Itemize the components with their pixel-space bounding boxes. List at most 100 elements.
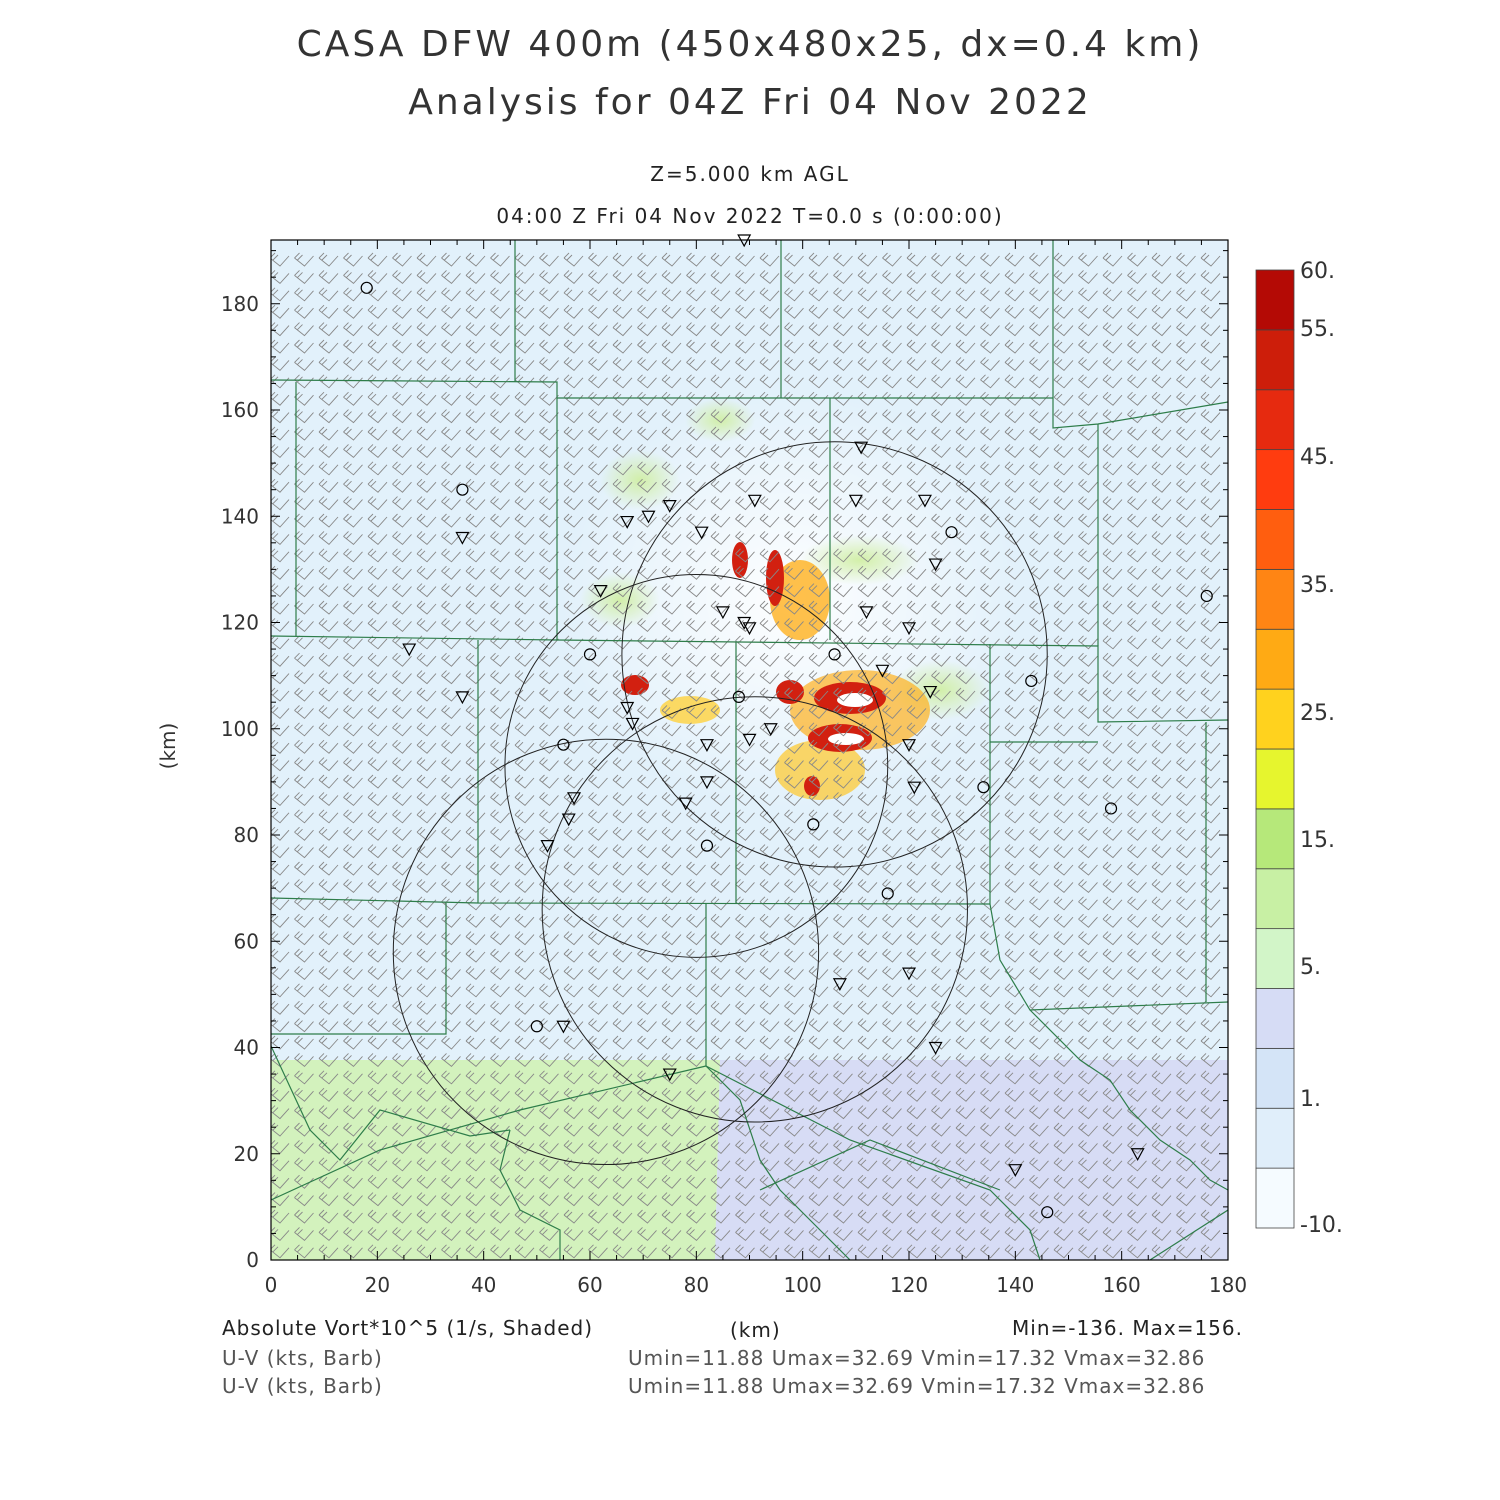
wind-barb (392, 705, 412, 720)
wind-barb (514, 496, 535, 511)
wind-barb (661, 461, 682, 476)
wind-barb (784, 565, 804, 580)
wind-barb (1053, 1070, 1074, 1085)
wind-barb (931, 618, 951, 633)
wind-barb (1053, 583, 1074, 598)
wind-barb (514, 513, 535, 528)
wind-barb (759, 687, 780, 702)
wind-barb (416, 1105, 437, 1120)
wind-barb (784, 426, 804, 441)
wind-barb (882, 548, 902, 563)
wind-barb (392, 1105, 412, 1120)
wind-barb (1029, 531, 1049, 546)
wind-barb (980, 1140, 1000, 1155)
wind-barb (1102, 739, 1123, 754)
wind-barb (392, 652, 412, 667)
wind-barb (612, 339, 633, 354)
wind-barb (294, 478, 314, 493)
wind-barb (808, 774, 829, 789)
wind-barb (686, 739, 706, 754)
wind-barb (1078, 1192, 1098, 1207)
colorbar-swatch (1255, 868, 1295, 930)
wind-barb (955, 426, 976, 441)
wind-barb (735, 983, 755, 998)
wind-barb (637, 1000, 657, 1015)
wind-barb (735, 304, 755, 319)
wind-barb (514, 618, 535, 633)
wind-barb (343, 1227, 363, 1242)
wind-barb (441, 252, 461, 267)
wind-barb (294, 304, 314, 319)
wind-barb (833, 687, 853, 702)
wind-barb (612, 1035, 633, 1050)
station-triangle (901, 739, 917, 752)
wind-barb (661, 1053, 682, 1068)
wind-barb (367, 531, 388, 546)
wind-barb (539, 444, 559, 459)
wind-barb (367, 391, 388, 406)
wind-barb (710, 1000, 731, 1015)
wind-barb (710, 792, 731, 807)
wind-barb (271, 861, 290, 876)
wind-barb (294, 774, 314, 789)
wind-barb (1102, 652, 1123, 667)
wind-barb (1053, 357, 1074, 372)
wind-barb (857, 826, 878, 841)
wind-barb (588, 565, 608, 580)
wind-barb (612, 774, 633, 789)
wind-barb (686, 565, 706, 580)
colorbar-swatch (1255, 509, 1295, 570)
wind-barb (1078, 1070, 1098, 1085)
wind-barb (637, 844, 657, 859)
wind-barb (563, 826, 584, 841)
wind-barb (318, 652, 339, 667)
wind-barb (808, 478, 829, 493)
wind-barb (612, 705, 633, 720)
wind-barb (318, 757, 339, 772)
wind-barb (539, 1053, 559, 1068)
wind-barb (1004, 1018, 1025, 1033)
wind-barb (857, 757, 878, 772)
x-tick-label: 40 (471, 1273, 496, 1297)
wind-barb (294, 270, 314, 285)
wind-barb (1004, 1035, 1025, 1050)
wind-barb (882, 426, 902, 441)
station-triangle (540, 840, 555, 853)
wind-barb (833, 409, 853, 424)
wind-barb (1127, 1122, 1147, 1137)
station-triangle (742, 622, 757, 636)
wind-barb (1176, 548, 1196, 563)
wind-barb (833, 1105, 853, 1120)
wind-barb (759, 861, 780, 876)
wind-barb (833, 1035, 853, 1050)
wind-barb (1004, 287, 1025, 302)
wind-barb (1151, 1035, 1172, 1050)
wind-barb (612, 252, 633, 267)
wind-barb (808, 1035, 829, 1050)
wind-barb (318, 287, 339, 302)
wind-barb (343, 531, 363, 546)
wind-barb (1078, 1122, 1098, 1137)
wind-barb (661, 826, 682, 841)
wind-barb (1200, 322, 1221, 337)
wind-barb (906, 705, 927, 720)
valid-time-label: 04:00 Z Fri 04 Nov 2022 T=0.0 s (0:00:00… (496, 204, 1004, 228)
wind-barb (343, 600, 363, 615)
wind-barb (833, 879, 853, 894)
wind-barb (759, 966, 780, 981)
wind-barb (1029, 444, 1049, 459)
wind-barb (343, 1070, 363, 1085)
wind-barb (441, 304, 461, 319)
station-triangle (620, 701, 635, 715)
wind-barb (392, 687, 412, 702)
wind-barb (1078, 774, 1098, 789)
wind-barb (882, 879, 902, 894)
wind-barb (1029, 461, 1049, 476)
wind-barb (833, 548, 853, 563)
wind-barb (1200, 270, 1221, 285)
wind-barb (539, 478, 559, 493)
wind-barb (1151, 931, 1172, 946)
wind-barb (514, 774, 535, 789)
wind-barb (441, 600, 461, 615)
wind-barb (392, 966, 412, 981)
